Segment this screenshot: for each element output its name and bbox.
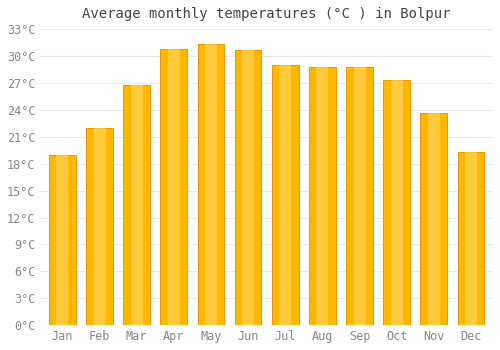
- Bar: [242, 50, 254, 325]
- Bar: [272, 65, 298, 325]
- Bar: [465, 152, 477, 325]
- Bar: [49, 155, 76, 325]
- Bar: [346, 67, 373, 325]
- Bar: [94, 128, 106, 325]
- Bar: [354, 67, 366, 325]
- Bar: [205, 44, 217, 325]
- Bar: [86, 128, 113, 325]
- Bar: [309, 67, 336, 325]
- Title: Average monthly temperatures (°C ) in Bolpur: Average monthly temperatures (°C ) in Bo…: [82, 7, 451, 21]
- Bar: [234, 50, 262, 325]
- Bar: [56, 155, 68, 325]
- Bar: [160, 49, 187, 325]
- Bar: [279, 65, 291, 325]
- Bar: [316, 67, 328, 325]
- Bar: [420, 112, 447, 325]
- Bar: [390, 80, 402, 325]
- Bar: [458, 152, 484, 325]
- Bar: [130, 85, 142, 325]
- Bar: [124, 85, 150, 325]
- Bar: [384, 80, 410, 325]
- Bar: [428, 112, 440, 325]
- Bar: [198, 44, 224, 325]
- Bar: [168, 49, 180, 325]
